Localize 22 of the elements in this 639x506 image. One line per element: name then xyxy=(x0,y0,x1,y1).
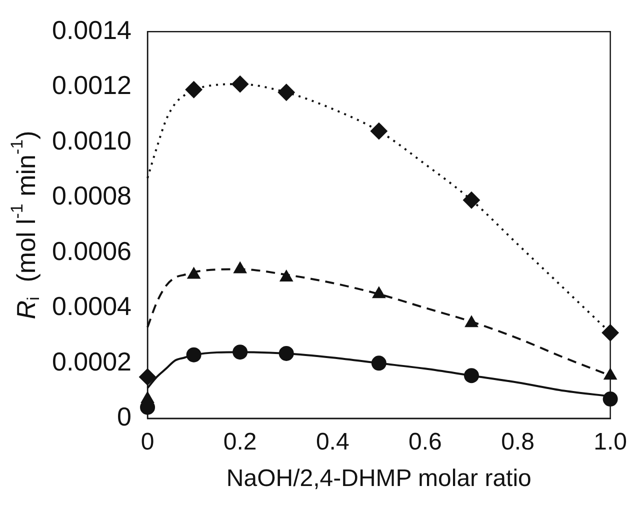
x-tick-label: 0.4 xyxy=(316,428,350,456)
x-axis-title: NaOH/2,4-DHMP molar ratio xyxy=(226,465,532,492)
y-tick-label: 0.0006 xyxy=(52,236,132,266)
point xyxy=(462,192,480,209)
x-tick-label: 1.0 xyxy=(594,428,628,456)
y-tick-label: 0.0004 xyxy=(52,291,132,322)
y-tick-label: 0.0012 xyxy=(52,70,132,100)
y-tick-label: 0.0008 xyxy=(52,180,132,211)
point xyxy=(370,122,388,140)
point xyxy=(278,84,295,101)
y-tick-label: 0.0014 xyxy=(52,14,132,45)
x-tick-label: 0.8 xyxy=(501,428,534,456)
x-tick-label: 0.2 xyxy=(223,428,257,456)
y-axis-title: Ri (mol l-1 min-1) xyxy=(7,130,44,320)
point xyxy=(232,76,249,93)
point xyxy=(185,81,202,98)
x-tick-label: 0.6 xyxy=(408,428,442,456)
y-tick-label: 0 xyxy=(117,402,132,432)
y-tick-label: 0.0010 xyxy=(52,125,132,156)
y-tick-label: 0.0002 xyxy=(52,346,132,376)
point xyxy=(372,286,386,298)
x-tick-label: 0 xyxy=(140,428,154,456)
